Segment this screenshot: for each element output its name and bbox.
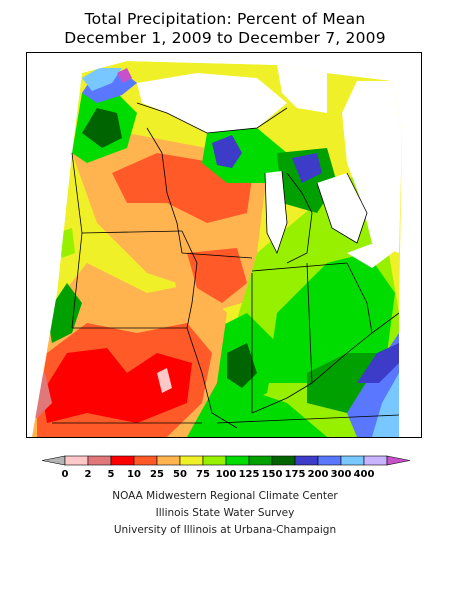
- region-nw-lightblue: [82, 68, 122, 91]
- boundary-in-oh: [306, 262, 313, 384]
- boundary-mi-in-oh: [251, 262, 348, 272]
- legend-swatch: [386, 455, 411, 466]
- credit-line-2: Illinois State Water Survey: [155, 507, 295, 519]
- boundary-mn-wi: [146, 127, 183, 254]
- region-north-mi-indigo: [292, 153, 322, 183]
- boundary-oh-ky: [251, 332, 373, 414]
- legend-label: 300: [331, 469, 352, 480]
- legend-label: 200: [308, 469, 329, 480]
- credit-line-1: NOAA Midwestern Regional Climate Center: [112, 490, 338, 502]
- map-title-line-1: Total Precipitation: Percent of Mean: [84, 10, 366, 28]
- region-west-lightpink: [157, 368, 172, 393]
- lake-huron: [317, 173, 367, 243]
- legend-label: 175: [285, 469, 306, 480]
- legend-swatch: [225, 455, 250, 466]
- legend-swatch: [340, 455, 365, 466]
- lake-michigan-shore: [264, 170, 288, 255]
- legend-label: 400: [354, 469, 375, 480]
- lake-superior: [137, 73, 287, 133]
- boundary-ky-tn: [216, 414, 400, 424]
- credit-line-3: University of Illinois at Urbana-Champai…: [113, 524, 337, 536]
- region-southeast-indigo: [357, 343, 399, 383]
- region-east-darkgreen: [267, 253, 395, 383]
- legend-swatch: [317, 455, 342, 466]
- mi-thumb: [286, 172, 313, 264]
- legend-label: 10: [127, 469, 141, 480]
- region-central-darkgreen: [227, 343, 257, 388]
- legend-swatch: [294, 455, 319, 466]
- region-southeast-lightblue: [372, 373, 399, 437]
- legend-swatch: [133, 455, 158, 466]
- legend-label: 75: [196, 469, 210, 480]
- legend-swatch: [41, 455, 66, 466]
- region-nw-purple: [117, 68, 132, 83]
- boundary-iowa-east: [181, 230, 198, 329]
- boundary-wi-il: [181, 252, 253, 259]
- legend-label: 50: [173, 469, 187, 480]
- lake-north-upper: [277, 65, 327, 113]
- region-center-red: [187, 248, 247, 303]
- legend-swatch: [87, 455, 112, 466]
- boundary-iowa-north: [81, 230, 183, 234]
- lake-michigan: [265, 171, 287, 253]
- legend-swatch: [179, 455, 204, 466]
- legend-label: 25: [150, 469, 164, 480]
- legend-label: 100: [216, 469, 237, 480]
- lake-superior-shore: [136, 102, 288, 134]
- west-boundary-dakota: [71, 152, 83, 329]
- region-north-indigo: [212, 135, 242, 168]
- legend-swatch: [271, 455, 296, 466]
- boundary-wv: [371, 312, 400, 334]
- boundary-il-west: [186, 327, 238, 429]
- boundary-ohio-east: [346, 262, 373, 334]
- legend-label: 125: [239, 469, 260, 480]
- legend-label: 2: [85, 469, 92, 480]
- legend-swatch: [110, 455, 135, 466]
- legend-swatch: [156, 455, 181, 466]
- precipitation-map: [26, 52, 422, 438]
- legend-label: 5: [108, 469, 115, 480]
- map-title-line-2: December 1, 2009 to December 7, 2009: [64, 29, 386, 47]
- legend-swatch: [248, 455, 273, 466]
- color-legend: 0 2 5 10 25 50 75 100 125 150 175 200 300 400: [40, 454, 412, 488]
- northwest-corner-white: [27, 53, 421, 437]
- state-boundaries: [52, 102, 400, 429]
- map-data-region: [27, 53, 421, 437]
- legend-label: 150: [262, 469, 283, 480]
- legend-swatch: [363, 455, 388, 466]
- legend-swatch: [202, 455, 227, 466]
- east-north-white: [342, 81, 402, 253]
- legend-label: 0: [62, 469, 69, 480]
- region-west-deepred: [42, 348, 192, 423]
- lake-huron-shore: [316, 172, 368, 244]
- region-nw-darkgreen: [82, 108, 122, 148]
- legend-swatch: [64, 455, 89, 466]
